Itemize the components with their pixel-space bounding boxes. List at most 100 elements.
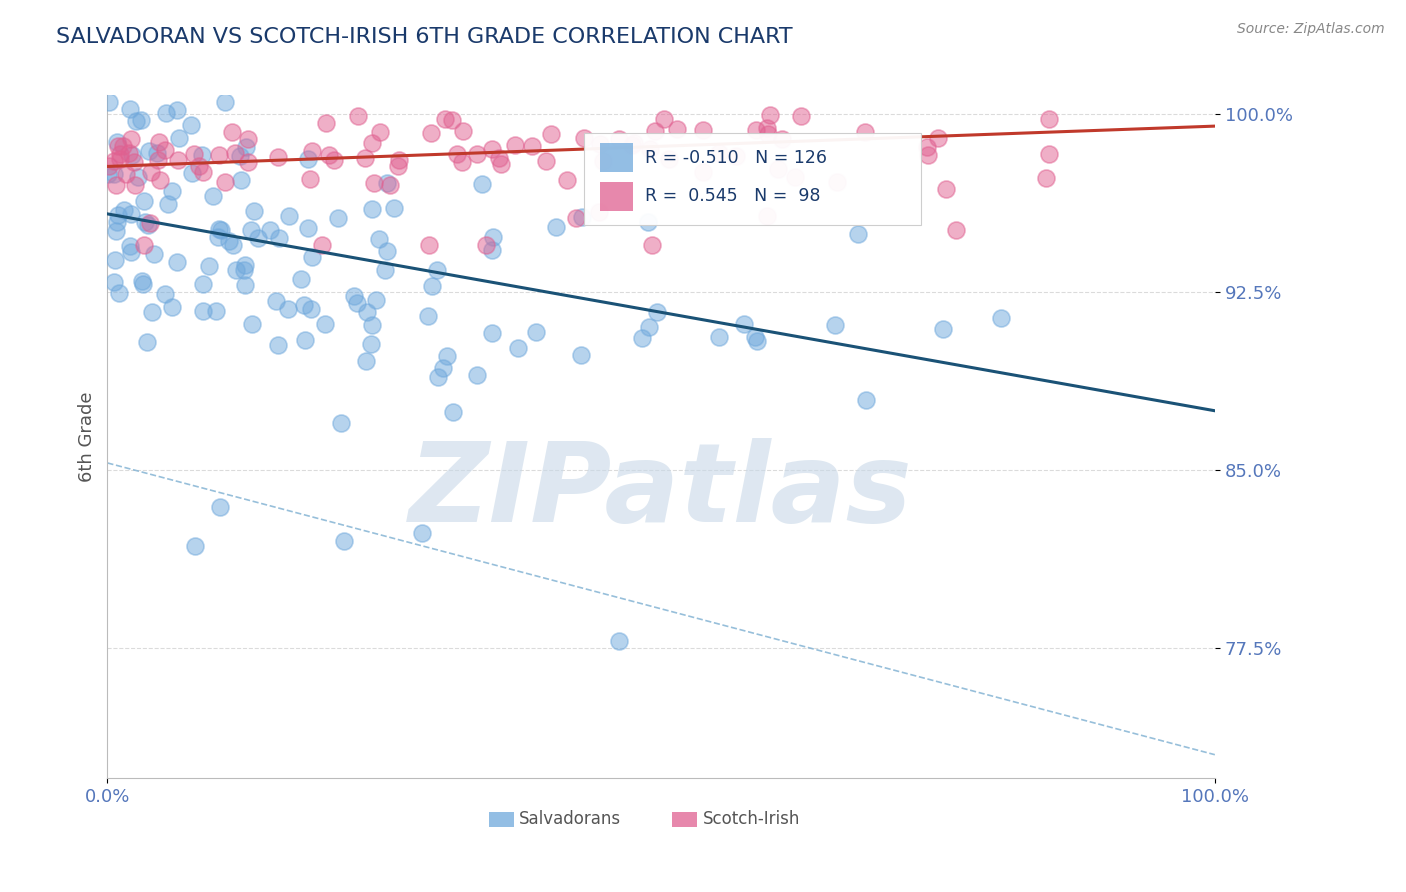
Point: [166, 254, 188, 268]
FancyBboxPatch shape: [583, 133, 921, 225]
Point: [846, 227, 869, 241]
Point: [451, 124, 474, 138]
Point: [1035, 171, 1057, 186]
Point: [160, 300, 183, 314]
Point: [264, 294, 287, 309]
Point: [120, 207, 142, 221]
Point: [277, 301, 299, 316]
Point: [118, 146, 141, 161]
Point: [569, 348, 592, 362]
Point: [356, 305, 378, 319]
Point: [183, 539, 205, 553]
Point: [301, 250, 323, 264]
FancyBboxPatch shape: [489, 812, 513, 827]
Point: [156, 197, 179, 211]
Point: [98, 159, 121, 173]
Point: [107, 138, 129, 153]
Point: [120, 245, 142, 260]
Point: [467, 368, 489, 382]
Point: [491, 157, 513, 171]
Point: [124, 178, 146, 192]
FancyBboxPatch shape: [600, 144, 634, 172]
Point: [240, 223, 263, 237]
Point: [759, 108, 782, 122]
Point: [141, 304, 163, 318]
Point: [785, 170, 807, 185]
Point: [301, 144, 323, 158]
Point: [311, 237, 333, 252]
Point: [149, 173, 172, 187]
Point: [259, 223, 281, 237]
Point: [202, 188, 225, 202]
Point: [209, 500, 232, 514]
Point: [692, 123, 714, 137]
Point: [233, 258, 256, 272]
FancyBboxPatch shape: [600, 182, 634, 211]
Point: [544, 220, 567, 235]
Point: [422, 279, 444, 293]
Point: [665, 122, 688, 136]
Point: [298, 172, 321, 186]
Point: [104, 224, 127, 238]
Point: [935, 182, 957, 196]
Point: [644, 124, 666, 138]
Point: [638, 319, 661, 334]
Point: [269, 230, 291, 244]
Point: [134, 215, 156, 229]
Point: [658, 152, 681, 166]
Point: [103, 167, 125, 181]
Point: [481, 326, 503, 341]
Point: [522, 139, 544, 153]
Point: [571, 210, 593, 224]
Point: [181, 165, 204, 179]
Point: [360, 318, 382, 332]
Point: [488, 151, 510, 165]
Point: [589, 136, 612, 151]
Point: [574, 131, 596, 145]
Text: ZIPatlas: ZIPatlas: [409, 438, 912, 545]
Point: [138, 216, 160, 230]
Point: [225, 262, 247, 277]
Point: [756, 128, 779, 142]
Point: [756, 210, 779, 224]
Point: [103, 153, 125, 168]
Point: [166, 103, 188, 117]
Point: [745, 123, 768, 137]
Point: [377, 177, 399, 191]
Point: [167, 130, 190, 145]
Point: [436, 349, 458, 363]
Point: [197, 259, 219, 273]
Point: [104, 253, 127, 268]
Point: [207, 229, 229, 244]
Point: [132, 277, 155, 291]
Point: [387, 160, 409, 174]
Point: [652, 112, 675, 126]
Point: [115, 167, 138, 181]
Point: [534, 154, 557, 169]
Point: [229, 173, 252, 187]
Point: [155, 287, 177, 301]
Point: [360, 336, 382, 351]
Point: [330, 417, 353, 431]
Point: [361, 202, 384, 216]
Point: [932, 322, 955, 336]
Point: [121, 148, 143, 162]
Point: [789, 109, 811, 123]
Point: [766, 162, 789, 177]
Point: [419, 127, 441, 141]
Point: [508, 342, 530, 356]
Point: [238, 131, 260, 145]
Point: [755, 120, 778, 135]
Point: [229, 149, 252, 163]
Point: [297, 220, 319, 235]
Point: [709, 145, 731, 160]
Point: [388, 153, 411, 168]
Y-axis label: 6th Grade: 6th Grade: [79, 392, 96, 482]
Point: [368, 125, 391, 139]
Point: [426, 263, 449, 277]
Point: [240, 317, 263, 331]
Point: [481, 244, 503, 258]
Point: [692, 165, 714, 179]
Point: [855, 125, 877, 139]
Point: [441, 405, 464, 419]
